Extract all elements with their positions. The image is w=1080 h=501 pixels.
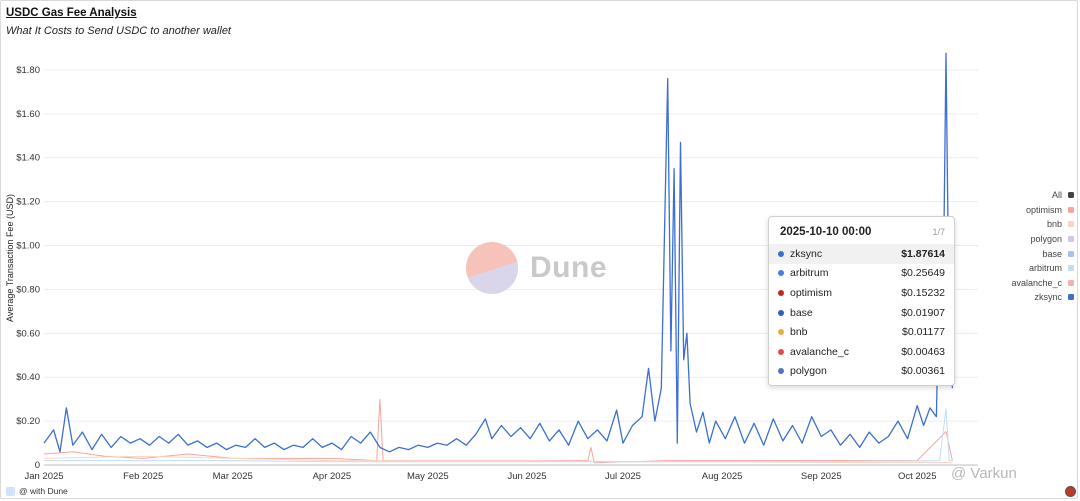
corner-watermark: @ Varkun — [945, 465, 1017, 482]
chart-tooltip: 2025-10-10 00:00 1/7 zksync $1.87614 arbit… — [768, 216, 955, 386]
legend-label: arbitrum — [1028, 263, 1062, 274]
y-tick-label: $1.60 — [16, 109, 40, 120]
tooltip-series-value: $0.01177 — [901, 326, 945, 339]
y-tick-label: $1.20 — [16, 197, 40, 208]
y-tick-label: 0 — [35, 460, 40, 471]
legend-label: base — [1042, 248, 1062, 259]
tooltip-series-name: base — [790, 306, 813, 319]
legend-swatch — [1068, 192, 1074, 199]
tooltip-row-arbitrum: arbitrum $0.25649 — [769, 264, 954, 284]
chart-title[interactable]: USDC Gas Fee Analysis — [6, 7, 137, 19]
y-tick-label: $0.60 — [16, 328, 40, 339]
tooltip-row-bnb: bnb $0.01177 — [769, 322, 954, 342]
y-tick-label: $0.80 — [16, 284, 40, 295]
legend-label: polygon — [1030, 234, 1062, 245]
x-tick-label: Oct 2025 — [898, 471, 937, 482]
tooltip-series-name: zksync — [790, 247, 823, 260]
legend-item-zksync[interactable]: zksync — [1011, 290, 1074, 305]
series-line-zksync[interactable] — [43, 52, 954, 453]
x-tick-label: Jun 2025 — [507, 471, 546, 482]
series-dot-icon — [778, 329, 784, 336]
legend-swatch — [1068, 236, 1074, 243]
tooltip-series-value: $0.00361 — [901, 365, 945, 378]
legend-item-polygon[interactable]: polygon — [1011, 232, 1074, 247]
tooltip-series-name: arbitrum — [790, 267, 829, 280]
corner-watermark-text: @ Varkun — [951, 465, 1017, 482]
tooltip-series-value: $0.15232 — [901, 286, 945, 299]
x-tick-label: Aug 2025 — [702, 471, 743, 482]
legend-swatch — [1068, 294, 1074, 301]
legend-swatch — [1068, 250, 1074, 257]
tooltip-series-name: bnb — [790, 326, 808, 339]
dune-logo-icon — [466, 242, 518, 294]
tooltip-series-name: polygon — [790, 365, 827, 378]
legend-item-base[interactable]: base — [1011, 246, 1074, 261]
legend-swatch — [1068, 265, 1074, 272]
legend-label: All — [1051, 190, 1062, 201]
x-tick-label: Sep 2025 — [801, 471, 842, 482]
chart-legend: All optimism bnb polygon base arbitrum avalanc… — [1011, 188, 1074, 305]
tooltip-series-value: $0.25649 — [901, 267, 945, 280]
dune-watermark: Dune — [466, 242, 607, 294]
y-tick-label: $1.00 — [16, 241, 40, 252]
tooltip-row-avalanche-c: avalanche_c $0.00463 — [769, 342, 954, 362]
series-dot-icon — [778, 368, 784, 375]
footer[interactable]: @ with Dune — [6, 486, 68, 496]
chart-subtitle: What It Costs to Send USDC to another wa… — [6, 25, 231, 37]
x-tick-label: May 2025 — [407, 471, 449, 482]
y-tick-label: $0.20 — [16, 416, 40, 427]
series-dot-icon — [778, 309, 784, 316]
series-dot-icon — [778, 250, 784, 257]
tooltip-series-value: $0.01907 — [901, 306, 945, 319]
legend-label: bnb — [1046, 219, 1062, 230]
tooltip-series-name: avalanche_c — [790, 345, 849, 358]
y-axis-label: Average Transaction Fee (USD) — [5, 194, 15, 322]
tooltip-row-optimism: optimism $0.15232 — [769, 283, 954, 303]
series-dot-icon — [778, 348, 784, 355]
legend-label: optimism — [1025, 204, 1062, 215]
x-tick-label: Jul 2025 — [605, 471, 641, 482]
x-tick-label: Mar 2025 — [213, 471, 253, 482]
legend-swatch — [1068, 279, 1074, 286]
series-line-arbitrum[interactable] — [44, 408, 953, 463]
series-dot-icon — [778, 289, 784, 296]
footer-text: @ with Dune — [19, 486, 68, 496]
y-tick-label: $0.40 — [16, 372, 40, 383]
tooltip-row-base: base $0.01907 — [769, 303, 954, 323]
legend-item-arbitrum[interactable]: arbitrum — [1011, 261, 1074, 276]
tooltip-page: 1/7 — [932, 227, 945, 237]
y-tick-label: $1.80 — [16, 65, 40, 76]
y-tick-label: $1.40 — [16, 153, 40, 164]
x-tick-label: Apr 2025 — [313, 471, 352, 482]
legend-label: zksync — [1034, 292, 1062, 303]
legend-swatch — [1068, 221, 1074, 228]
x-tick-label: Jan 2025 — [24, 471, 63, 482]
legend-item-optimism[interactable]: optimism — [1011, 203, 1074, 218]
series-dot-icon — [778, 270, 784, 277]
tooltip-series-value: $1.87614 — [901, 247, 945, 260]
x-tick-label: Feb 2025 — [123, 471, 163, 482]
watermark-text: Dune — [530, 251, 607, 284]
status-badge-icon[interactable] — [1065, 486, 1076, 497]
tooltip-row-polygon: polygon $0.00361 — [769, 362, 954, 382]
series-line-bnb[interactable] — [43, 455, 953, 464]
tooltip-series-name: optimism — [790, 286, 833, 299]
legend-label: avalanche_c — [1011, 277, 1062, 288]
legend-item-all[interactable]: All — [1011, 188, 1074, 203]
legend-item-avalanche-c[interactable]: avalanche_c — [1011, 276, 1074, 291]
tooltip-row-zksync: zksync $1.87614 — [769, 244, 954, 264]
tooltip-date: 2025-10-10 00:00 — [780, 226, 872, 238]
dune-footer-icon — [6, 486, 15, 496]
legend-item-bnb[interactable]: bnb — [1011, 217, 1074, 232]
tooltip-series-value: $0.00463 — [901, 345, 945, 358]
legend-swatch — [1068, 206, 1074, 213]
